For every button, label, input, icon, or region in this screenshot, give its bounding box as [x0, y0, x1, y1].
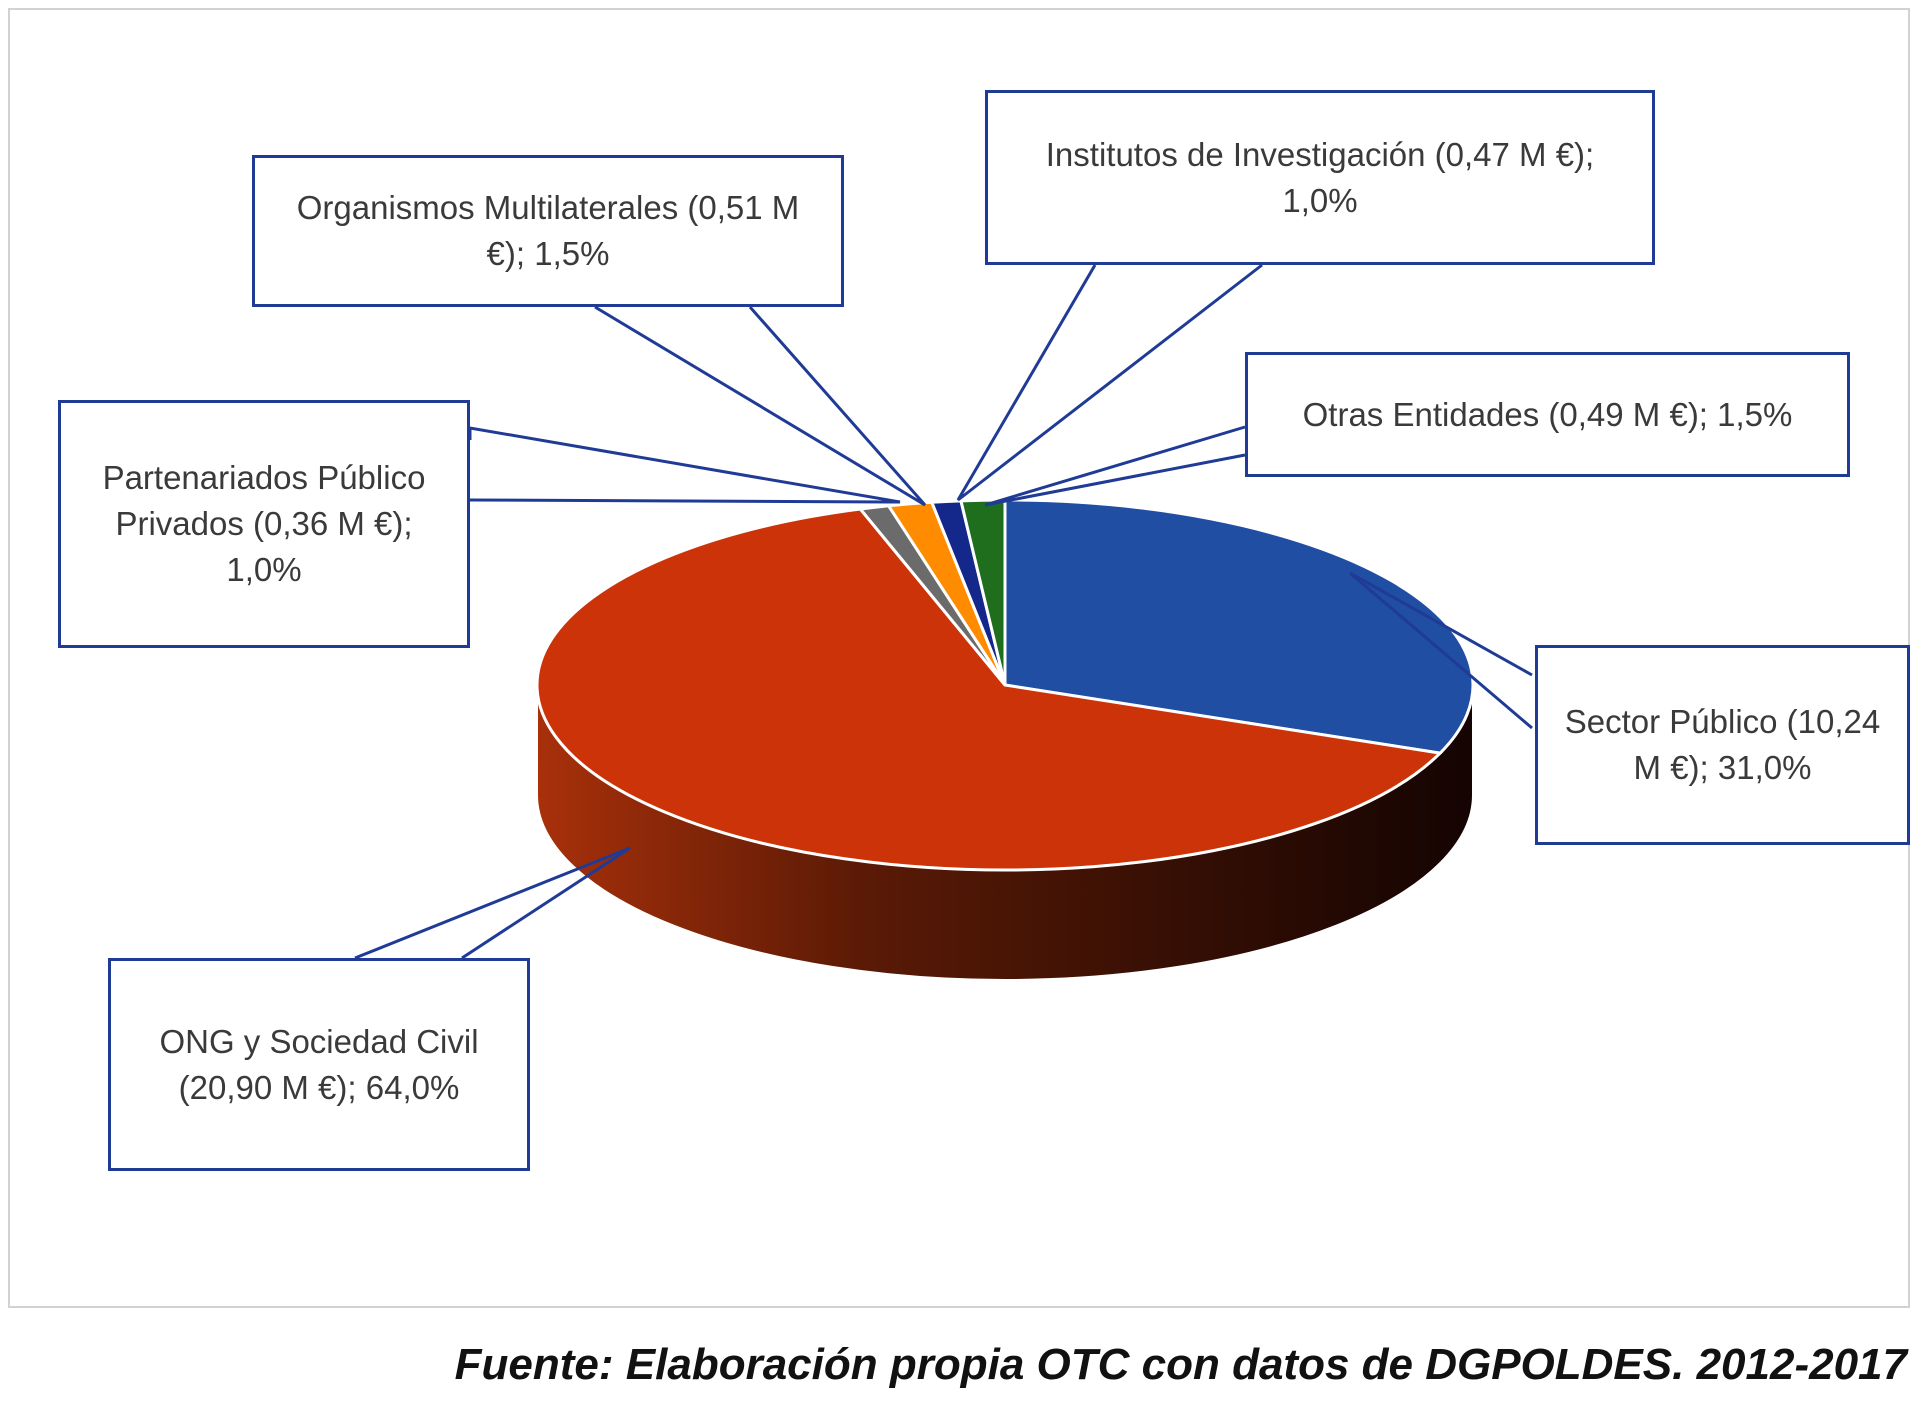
leader-line-ong	[354, 846, 631, 960]
callout-line: Partenariados Público	[102, 459, 426, 496]
leader-line-otras	[984, 425, 1246, 507]
callout-ong-sociedad-civil: ONG y Sociedad Civil (20,90 M €); 64,0%	[108, 958, 530, 1171]
callout-line: M €); 31,0%	[1633, 749, 1812, 786]
leader-line-institutos	[956, 263, 1263, 502]
leader-line-multilaterales	[594, 305, 927, 507]
leader-line-sector-publico	[1349, 571, 1533, 730]
pie-slice-sector-p-blico	[1003, 498, 1475, 755]
callout-line: 1,0%	[1282, 181, 1358, 219]
callout-partenariados: Partenariados Público Privados (0,36 M €…	[58, 400, 470, 648]
pie-slice-ong-y-sociedad-civil	[535, 507, 1444, 872]
callout-line: Privados (0,36 M €);	[115, 505, 413, 542]
callout-sector-publico: Sector Público (10,24 M €); 31,0%	[1535, 645, 1910, 845]
callout-line: €); 1,5%	[486, 235, 610, 272]
callout-line: Organismos Multilaterales (0,51 M	[296, 189, 800, 226]
callout-line: Institutos de Investigación (0,47 M €);	[1045, 135, 1595, 173]
callout-otras-entidades: Otras Entidades (0,49 M €); 1,5%	[1245, 352, 1850, 477]
callout-institutos-investigacion: Institutos de Investigación (0,47 M €); …	[985, 90, 1655, 265]
callout-line: ONG y Sociedad Civil	[159, 1022, 479, 1060]
callout-line: (20,90 M €); 64,0%	[178, 1068, 460, 1106]
callout-line: Otras Entidades (0,49 M €); 1,5%	[1302, 395, 1793, 433]
source-caption: Fuente: Elaboración propia OTC con datos…	[454, 1340, 1907, 1389]
callout-line: 1,0%	[226, 551, 302, 588]
leader-line-partenariados	[468, 426, 901, 504]
callout-line: Sector Público (10,24	[1564, 703, 1881, 740]
callout-organismos-multilaterales: Organismos Multilaterales (0,51 M €); 1,…	[252, 155, 844, 307]
